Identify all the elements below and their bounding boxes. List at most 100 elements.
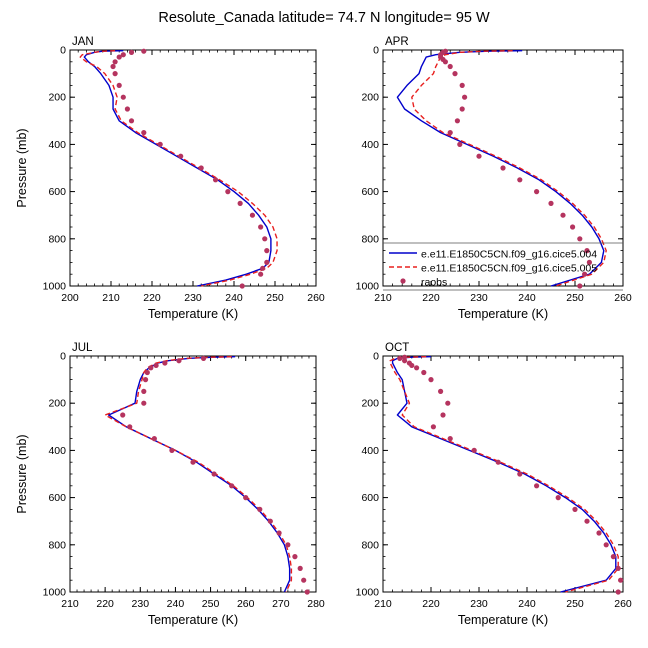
raobs-point (555, 495, 561, 501)
raobs-point (141, 400, 147, 406)
y-tick-label: 1000 (356, 587, 380, 599)
y-tick-label: 1000 (356, 281, 380, 293)
y-tick-label: 600 (48, 492, 66, 504)
raobs-point (141, 48, 147, 54)
figure-title: Resolute_Canada latitude= 74.7 N longitu… (158, 10, 490, 26)
raobs-point (454, 118, 460, 124)
series-004-line (396, 50, 605, 287)
raobs-point (148, 365, 154, 371)
y-tick-label: 400 (48, 445, 66, 457)
raobs-point (301, 577, 307, 583)
raobs-point (548, 200, 554, 206)
x-axis-label: Temperature (K) (148, 613, 238, 627)
raobs-point (264, 259, 270, 265)
x-tick-label: 250 (566, 598, 584, 610)
x-tick-label: 260 (614, 292, 632, 304)
raobs-point (440, 412, 446, 418)
raobs-point (610, 554, 617, 560)
y-tick-label: 0 (373, 351, 379, 363)
series-005-line (389, 356, 619, 593)
x-axis-label: Temperature (K) (148, 307, 238, 321)
raobs-point (144, 369, 150, 376)
raobs-point (267, 518, 273, 524)
x-tick-label: 240 (225, 292, 243, 304)
raobs-point (430, 424, 436, 430)
raobs-point (249, 212, 256, 218)
raobs-point (110, 63, 116, 70)
x-axis-label: Temperature (K) (458, 613, 548, 627)
x-tick-label: 200 (61, 292, 79, 304)
panel-oct: 210 220 230 240 250 260 0 200 400 600 800 1000 OCT Te… (356, 342, 632, 627)
raobs-point (596, 530, 602, 536)
raobs-point (162, 360, 168, 366)
raobs-point (560, 212, 566, 218)
legend-label: e.e11.E1850C5CN.f09_g16.cice5.005 (421, 263, 597, 275)
panels: 200 210 220 230 240 250 260 0 200 400 600 800 1000 JA… (15, 36, 632, 627)
x-tick-label: 230 (470, 292, 488, 304)
raobs-point (447, 436, 453, 442)
raobs-point (459, 106, 465, 112)
y-tick-label: 800 (361, 233, 379, 245)
raobs-point (264, 248, 270, 254)
raobs-point (517, 177, 523, 183)
legend-label: e.e11.E1850C5CN.f09_g16.cice5.004 (421, 249, 597, 261)
y-tick-label: 400 (361, 139, 379, 151)
raobs-point (237, 200, 243, 206)
raobs-point (178, 153, 184, 159)
raobs-point (128, 118, 135, 124)
y-tick-label: 0 (60, 45, 66, 57)
raobs-point (500, 165, 506, 171)
raobs-point (402, 358, 408, 364)
x-tick-label: 250 (202, 598, 220, 610)
raobs-point (457, 141, 463, 147)
raobs-point (257, 506, 263, 512)
raobs-point (116, 54, 122, 60)
raobs-point (243, 495, 249, 501)
raobs-point (120, 94, 126, 100)
raobs-point (169, 447, 175, 453)
raobs-point (190, 459, 196, 465)
raobs-point (112, 71, 118, 77)
x-tick-label: 250 (566, 292, 584, 304)
raobs-point (471, 447, 477, 453)
raobs-point (428, 377, 434, 383)
raobs-point (577, 283, 583, 289)
raobs-point (397, 355, 403, 361)
x-tick-label: 220 (143, 292, 161, 304)
raobs-point (229, 483, 235, 489)
raobs-point (462, 94, 468, 100)
raobs-point (153, 362, 159, 369)
panel-label: OCT (385, 342, 409, 354)
raobs-point (586, 259, 593, 265)
y-tick-label: 800 (48, 539, 66, 551)
raobs-point (120, 412, 126, 418)
raobs-point (304, 589, 310, 595)
y-axis-label: Pressure (mb) (15, 128, 29, 207)
series-005-line (104, 356, 293, 593)
raobs-point (584, 248, 590, 254)
y-tick-label: 600 (361, 492, 379, 504)
x-tick-label: 230 (184, 292, 202, 304)
series-004-line (107, 356, 291, 593)
raobs-point (276, 530, 282, 536)
x-tick-label: 260 (237, 598, 255, 610)
y-tick-label: 400 (361, 445, 379, 457)
x-tick-label: 220 (422, 292, 440, 304)
series-004-line (83, 50, 272, 287)
raobs-point (176, 358, 182, 364)
x-tick-label: 260 (307, 292, 325, 304)
x-axis-label: Temperature (K) (458, 307, 548, 321)
legend-swatch-raobs (400, 278, 406, 284)
panel-label: JUL (72, 342, 93, 354)
x-tick-label: 240 (518, 598, 536, 610)
raobs-point (157, 141, 163, 147)
raobs-point (285, 542, 291, 548)
raobs-point (124, 106, 130, 112)
y-tick-label: 0 (60, 351, 66, 363)
y-tick-label: 200 (361, 398, 379, 410)
raobs-point (452, 71, 458, 77)
plot-frame (69, 49, 317, 287)
raobs-point (615, 589, 621, 595)
raobs-point (262, 236, 268, 242)
